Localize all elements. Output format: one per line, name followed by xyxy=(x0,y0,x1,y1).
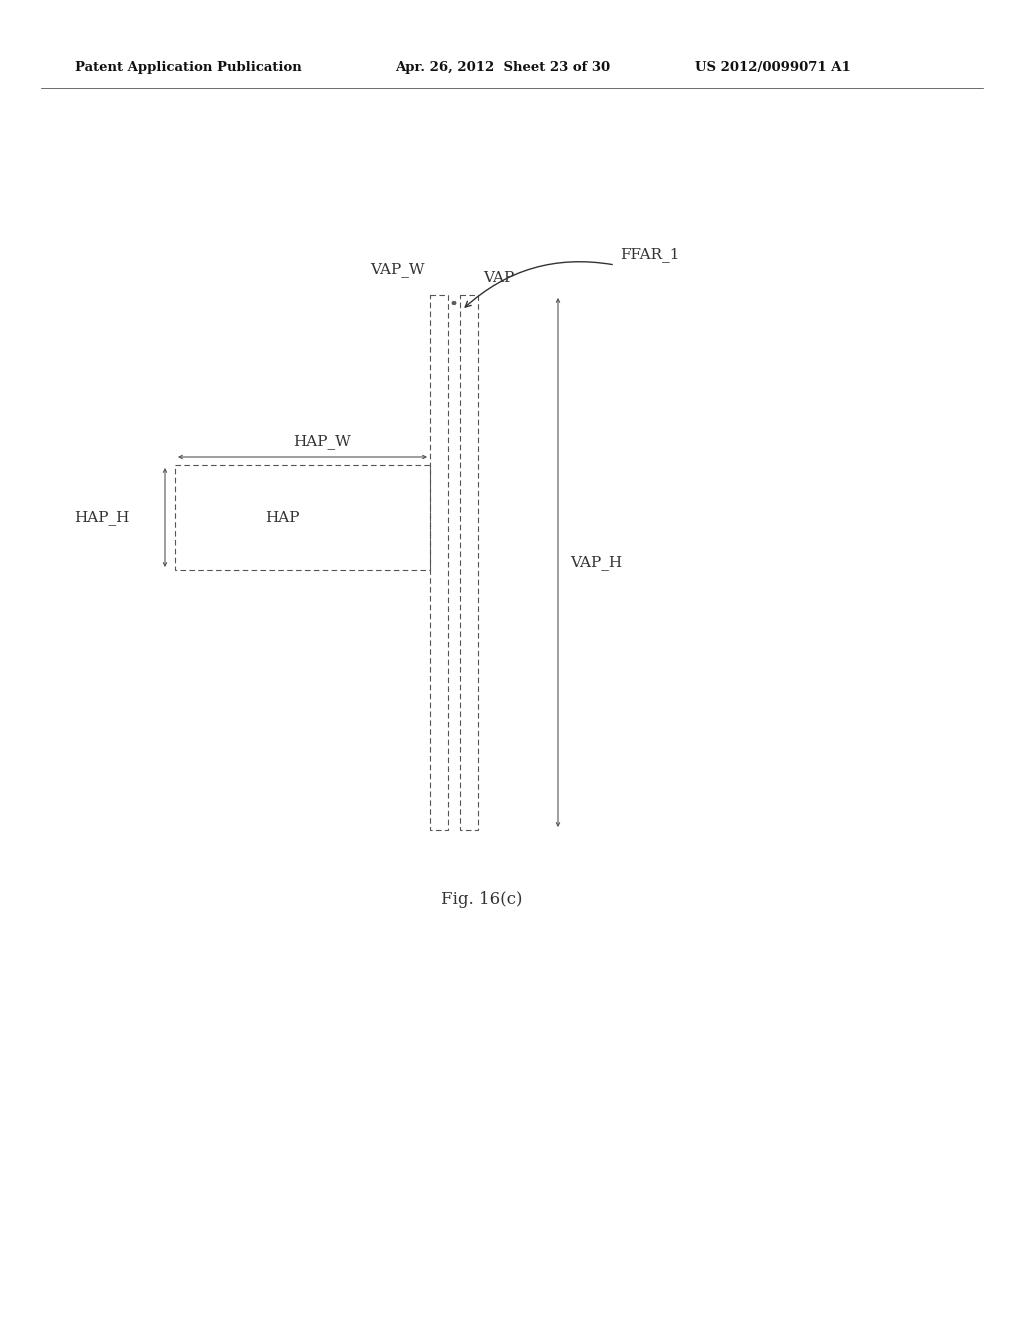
Text: VAP_H: VAP_H xyxy=(570,556,623,570)
Bar xyxy=(460,294,478,830)
Bar xyxy=(175,465,430,570)
Text: Fig. 16(c): Fig. 16(c) xyxy=(441,891,522,908)
Text: FFAR_1: FFAR_1 xyxy=(620,248,680,263)
Text: HAP: HAP xyxy=(265,511,300,524)
Text: VAP: VAP xyxy=(483,271,514,285)
Text: US 2012/0099071 A1: US 2012/0099071 A1 xyxy=(695,62,851,74)
Text: Apr. 26, 2012  Sheet 23 of 30: Apr. 26, 2012 Sheet 23 of 30 xyxy=(395,62,610,74)
Bar xyxy=(430,294,449,830)
Text: HAP_H: HAP_H xyxy=(75,510,130,525)
Text: HAP_W: HAP_W xyxy=(294,434,351,449)
Text: VAP_W: VAP_W xyxy=(371,263,425,277)
Text: Patent Application Publication: Patent Application Publication xyxy=(75,62,302,74)
